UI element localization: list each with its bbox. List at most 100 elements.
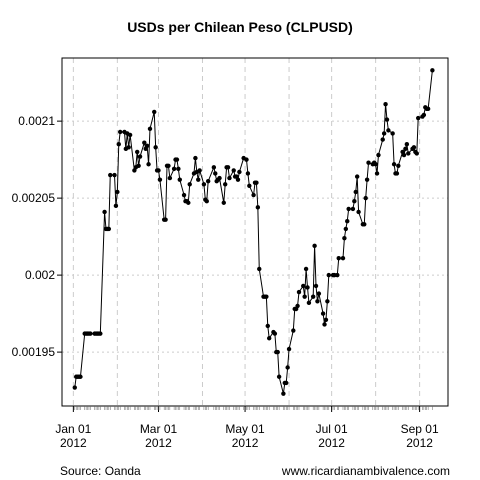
point [146, 162, 151, 167]
point [425, 106, 431, 112]
y-tick-label: 0.00195 [11, 345, 55, 360]
point [166, 163, 171, 168]
point [254, 180, 259, 185]
point [316, 291, 322, 296]
point [275, 349, 280, 355]
point [201, 182, 207, 187]
point [156, 168, 161, 173]
point [235, 177, 241, 182]
point [374, 171, 380, 176]
point [217, 175, 222, 181]
point [227, 175, 232, 181]
point [171, 166, 177, 172]
point [302, 294, 307, 299]
point [196, 177, 201, 182]
chart-title: USDs per Chilean Peso (CLPUSD) [127, 19, 353, 35]
point [291, 328, 296, 333]
point [323, 317, 329, 322]
point [343, 226, 349, 232]
point [204, 199, 209, 204]
y-tick-label: 0.002 [24, 268, 55, 283]
point [181, 192, 187, 198]
point [335, 272, 340, 278]
point [187, 182, 192, 187]
point [272, 331, 278, 336]
x-tick-label: Sep 01 2012 [400, 422, 439, 450]
point [88, 331, 93, 336]
point [116, 142, 121, 147]
point [336, 255, 341, 261]
point [411, 145, 417, 150]
point [78, 374, 83, 379]
point [396, 163, 401, 168]
point [296, 289, 302, 295]
point [312, 243, 317, 249]
point [284, 380, 289, 386]
point [376, 152, 381, 158]
point [320, 311, 326, 316]
point [163, 217, 168, 222]
point [404, 142, 410, 147]
point [394, 171, 400, 176]
point [342, 235, 347, 241]
point [403, 146, 408, 152]
point [237, 169, 242, 175]
point [221, 200, 226, 205]
point [136, 163, 141, 168]
y-tick-label: 0.0021 [18, 114, 55, 129]
point [363, 195, 368, 201]
y-tick-label: 0.00205 [11, 191, 55, 206]
point [152, 109, 157, 115]
point [186, 200, 191, 205]
point [352, 199, 357, 204]
point [310, 294, 316, 299]
point [306, 300, 312, 306]
point [157, 177, 163, 182]
point [366, 160, 371, 165]
point [340, 255, 346, 261]
point [142, 140, 147, 145]
point [257, 266, 262, 272]
point [354, 174, 360, 179]
point [401, 152, 407, 158]
point [415, 115, 421, 121]
point [197, 168, 202, 173]
x-tick-label: Jan 01 2012 [55, 422, 92, 450]
point [305, 285, 310, 290]
point [264, 294, 269, 299]
point [322, 322, 327, 327]
point [245, 171, 251, 176]
point [137, 154, 143, 159]
point [205, 178, 211, 184]
point [362, 222, 367, 227]
point [383, 101, 388, 107]
point [225, 165, 231, 170]
point [211, 165, 217, 170]
point [266, 336, 272, 341]
point [127, 132, 133, 138]
credit: www.ricardianambivalence.com [281, 464, 450, 478]
point [430, 68, 435, 73]
point [345, 219, 350, 224]
point [177, 177, 182, 182]
point [117, 129, 123, 135]
point [414, 151, 419, 156]
point [213, 171, 218, 176]
point [144, 143, 150, 148]
point [346, 206, 351, 212]
point [108, 172, 113, 178]
point [174, 157, 180, 162]
point [255, 205, 261, 210]
point [193, 155, 198, 161]
point [147, 126, 153, 132]
point [315, 299, 320, 304]
point [231, 168, 236, 173]
point [102, 209, 107, 215]
line [74, 70, 433, 394]
x-tick-label: Mar 01 2012 [139, 422, 178, 450]
point [247, 183, 252, 189]
point [301, 283, 306, 289]
point [386, 128, 391, 133]
source: Source: Oanda [60, 464, 141, 478]
